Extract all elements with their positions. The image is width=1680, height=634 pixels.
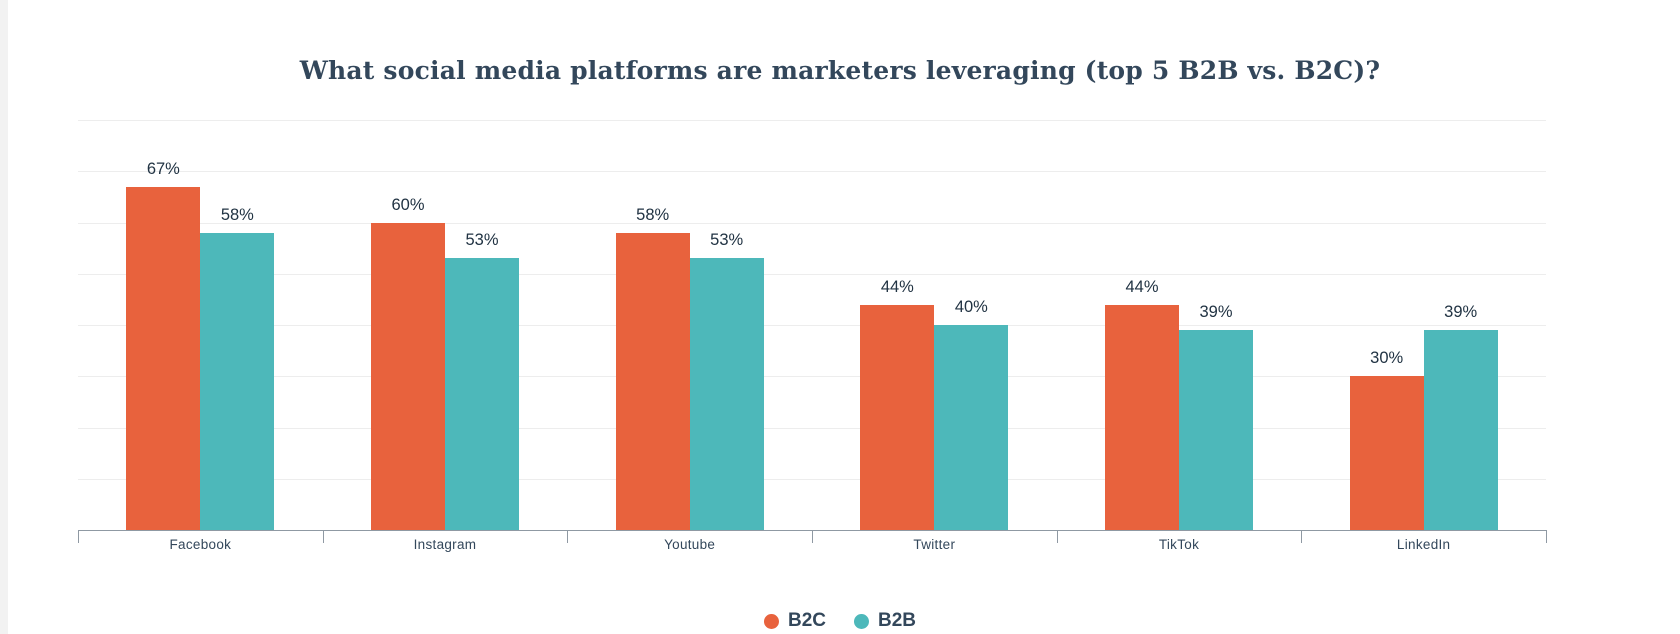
gridline — [78, 171, 1546, 173]
bar-b2c: 58% — [615, 206, 690, 530]
axis-tick — [812, 530, 813, 543]
bar-b2b: 39% — [1423, 303, 1498, 530]
legend-swatch-icon — [854, 613, 869, 629]
gridline — [78, 273, 1546, 275]
gridline — [78, 376, 1546, 378]
plot-area: 67% 58% Facebook 60% 53% Instagram 58% 53% Youtu… — [78, 120, 1547, 552]
axis-tick — [1301, 530, 1302, 543]
bar-group: 44% 39% — [1057, 120, 1302, 530]
bar-b2b: 58% — [200, 206, 275, 530]
bar-value-label: 39% — [1199, 303, 1233, 322]
bar-value-label: 53% — [710, 231, 744, 250]
bar-value-label: 53% — [465, 231, 499, 250]
bar-group: 60% 53% — [323, 120, 568, 530]
bar-b2b: 53% — [444, 231, 519, 530]
category-label: LinkedIn — [1396, 537, 1451, 552]
bar-value-label: 40% — [954, 298, 988, 316]
gridline — [78, 478, 1546, 480]
bar-value-label: 58% — [636, 205, 670, 224]
axis-tick — [1057, 530, 1058, 543]
legend: B2C B2B — [763, 610, 916, 632]
bar-group: 44% 40% — [812, 120, 1057, 530]
bar-value-label: 30% — [1370, 349, 1404, 368]
axis-tick — [323, 530, 324, 543]
bar-b2c: 44% — [1104, 278, 1179, 530]
bar-b2c: 60% — [370, 196, 445, 530]
bar-group: 30% 39% — [1301, 120, 1546, 530]
axis-tick — [1546, 530, 1547, 543]
legend-label: B2C — [787, 610, 826, 631]
bar-value-label: 39% — [1444, 303, 1478, 322]
axis-tick — [78, 530, 79, 543]
legend-item-b2b: B2B — [854, 610, 916, 632]
bar-b2c: 30% — [1349, 349, 1424, 530]
axis-tick — [567, 530, 568, 543]
bar-b2c: 44% — [860, 278, 935, 530]
bar-value-label: 60% — [391, 195, 425, 214]
bar-value-label: 44% — [880, 277, 914, 296]
category-label: TikTok — [1158, 537, 1200, 552]
bar-b2b: 53% — [689, 231, 764, 530]
legend-label: B2B — [878, 610, 917, 631]
category-label: Youtube — [664, 537, 716, 552]
bar-value-label: 58% — [220, 205, 254, 224]
chart-title: What social media platforms are marketer… — [299, 56, 1381, 85]
bar-group: 67% 58% — [78, 120, 323, 530]
gridline — [78, 325, 1546, 326]
category-label: Twitter — [913, 537, 956, 552]
bar-value-label: 67% — [146, 159, 180, 178]
bar-b2c: 67% — [126, 160, 201, 530]
left-edge-strip — [0, 0, 8, 634]
category-label: Facebook — [169, 537, 232, 552]
gridline — [78, 120, 1546, 121]
bar-group: 58% 53% — [567, 120, 812, 530]
legend-swatch-icon — [763, 613, 779, 629]
gridline — [78, 222, 1546, 224]
gridline — [78, 427, 1546, 429]
bar-value-label: 44% — [1125, 277, 1159, 296]
bar-b2b: 40% — [934, 298, 1009, 530]
bar-b2b: 39% — [1178, 303, 1253, 530]
category-label: Instagram — [413, 537, 477, 552]
legend-item-b2c: B2C — [763, 610, 826, 632]
